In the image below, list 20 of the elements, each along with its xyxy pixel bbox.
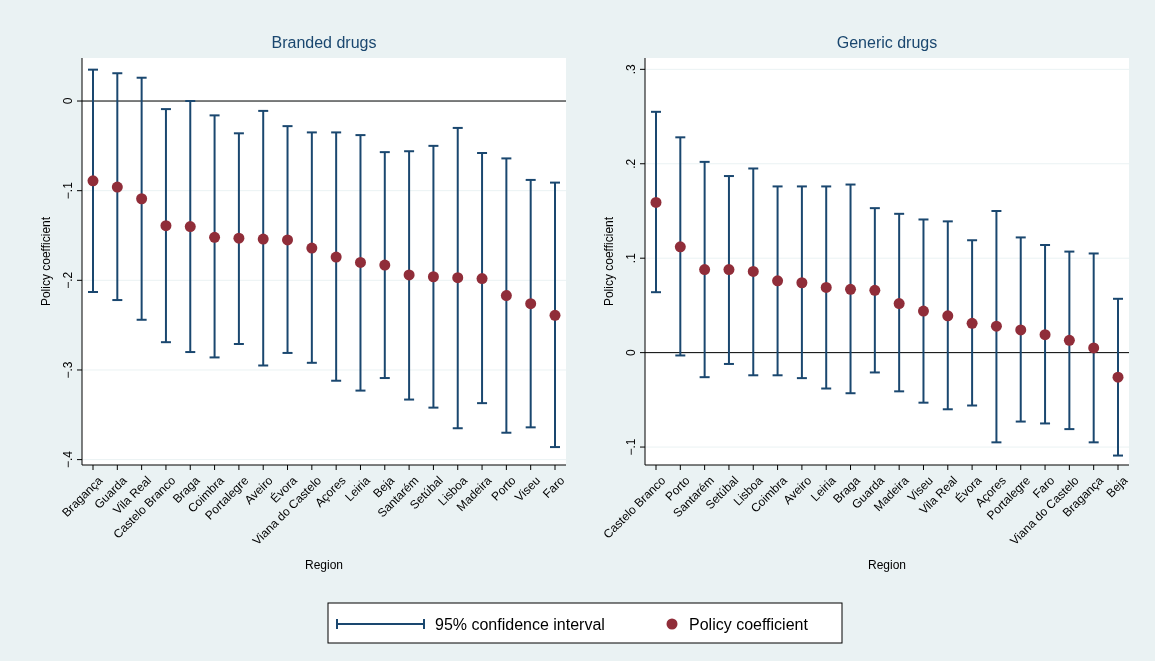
- x-tick-label: Faro: [539, 473, 568, 501]
- y-tick-label: −.4: [61, 450, 75, 469]
- y-tick-label: .3: [624, 64, 638, 75]
- legend-label: Policy coefficient: [689, 616, 809, 633]
- chart-title: Generic drugs: [836, 34, 938, 51]
- x-axis-title: Region: [304, 558, 344, 572]
- y-tick-label: .1: [624, 252, 638, 264]
- y-axis-title: Policy coefficient: [602, 216, 616, 307]
- y-tick-label: −.2: [61, 271, 75, 289]
- y-tick-label: −.3: [61, 361, 75, 379]
- text: 95% confidence interval: [435, 616, 605, 633]
- y-tick-label: −.1: [624, 438, 638, 456]
- x-tick-label: Beja: [1103, 473, 1131, 501]
- chart-title: Branded drugs: [271, 34, 377, 51]
- y-tick-label: 0: [61, 97, 75, 105]
- y-axis-title: Policy coefficient: [39, 216, 53, 307]
- y-tick-label: −.1: [61, 181, 75, 200]
- x-axis-title: Region: [867, 558, 907, 572]
- y-tick-label: .2: [624, 158, 638, 169]
- y-tick-label: 0: [624, 348, 638, 356]
